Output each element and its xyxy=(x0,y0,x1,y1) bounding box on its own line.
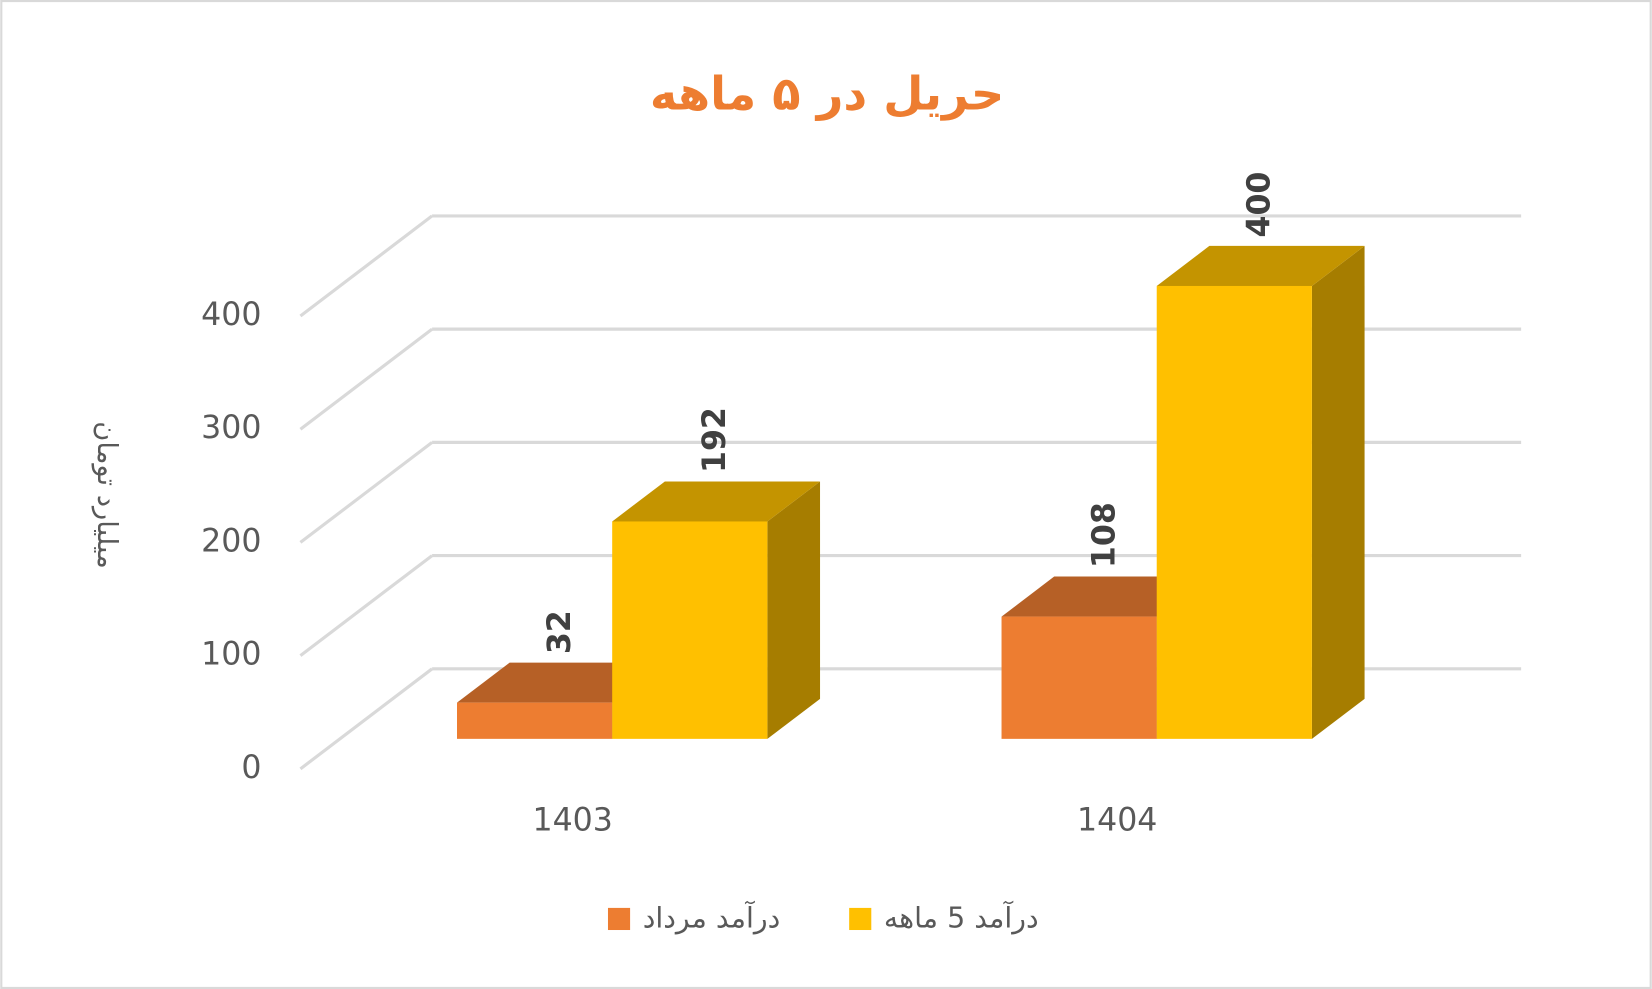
bar xyxy=(612,521,768,739)
value-label: 400 xyxy=(1242,172,1278,238)
value-label: 108 xyxy=(1086,502,1122,568)
value-label: 32 xyxy=(542,610,578,654)
legend-label: درآمد 5 ماهه xyxy=(884,900,1039,934)
bar xyxy=(456,702,613,739)
bar-top xyxy=(1156,245,1365,286)
bar xyxy=(1156,285,1312,739)
y-tick-label: 300 xyxy=(201,410,261,446)
chart-title: حریل در ۵ ماهه xyxy=(650,66,1004,120)
x-tick-label: 1403 xyxy=(533,803,613,839)
y-tick-label: 0 xyxy=(241,750,261,786)
bar-top xyxy=(612,481,821,522)
value-label: 192 xyxy=(697,407,733,473)
grid-line xyxy=(299,441,434,544)
y-axis-title: میلیارد تومان xyxy=(91,421,122,569)
grid-line xyxy=(299,214,434,318)
y-tick-label: 400 xyxy=(201,297,261,333)
y-tick-label: 100 xyxy=(201,637,261,673)
x-tick-label: 1404 xyxy=(1077,803,1157,839)
bar-side xyxy=(767,481,821,739)
y-tick-label: 200 xyxy=(201,523,261,559)
grid-line xyxy=(299,327,434,431)
legend-swatch xyxy=(607,907,631,931)
bar-side xyxy=(1311,245,1365,739)
bar xyxy=(1001,616,1157,739)
legend-label: درآمد مرداد xyxy=(643,900,781,934)
legend-swatch xyxy=(849,907,872,931)
grid-line xyxy=(299,667,434,771)
grid-line xyxy=(299,554,434,657)
